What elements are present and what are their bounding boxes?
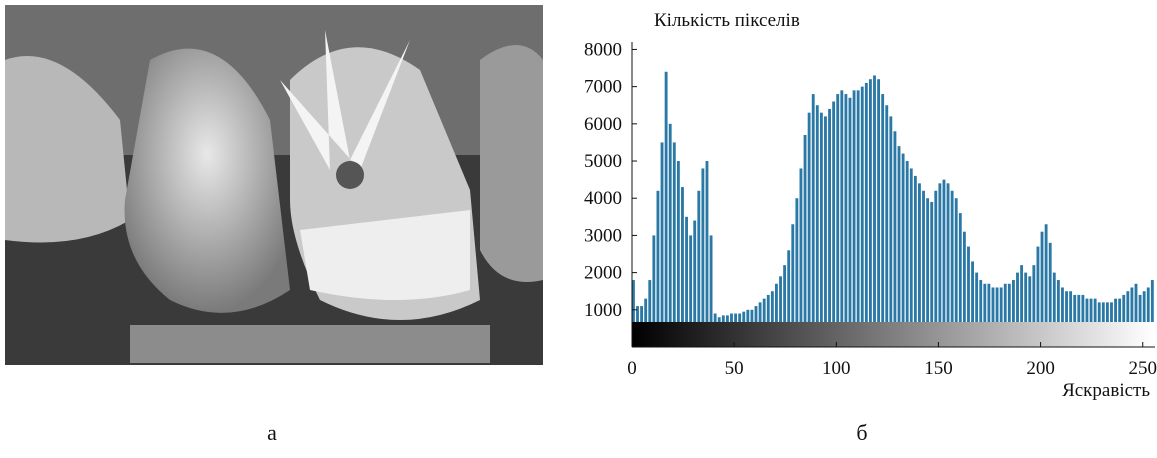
bar (804, 135, 807, 347)
y-tick-label: 8000 (584, 39, 622, 60)
bar (861, 87, 864, 347)
bar (865, 83, 868, 347)
x-tick-label: 150 (924, 358, 953, 379)
bar (849, 98, 852, 347)
y-tick-label: 5000 (584, 151, 622, 172)
y-tick-label: 4000 (584, 188, 622, 209)
bar (677, 161, 680, 347)
bar (906, 161, 909, 347)
x-tick-label: 250 (1128, 358, 1157, 379)
bar (701, 168, 704, 347)
bar (898, 146, 901, 347)
x-tick-label: 200 (1026, 358, 1055, 379)
x-axis-label: Яскравість (1062, 380, 1150, 401)
y-tick-label: 1000 (584, 300, 622, 321)
x-tick-label: 100 (822, 358, 851, 379)
panel-label: б (856, 420, 867, 445)
bar (853, 90, 856, 347)
bar (877, 79, 880, 347)
bar (836, 94, 839, 347)
bar (902, 154, 905, 347)
bar (885, 105, 888, 347)
intensity-gradient (632, 322, 1155, 347)
bar (943, 180, 946, 347)
y-tick-label: 3000 (584, 225, 622, 246)
bar (816, 105, 819, 347)
bar (706, 161, 709, 347)
bar (800, 168, 803, 347)
bar (914, 176, 917, 347)
bar (881, 94, 884, 347)
y-tick-label: 7000 (584, 77, 622, 98)
bar (812, 94, 815, 347)
figure: Кількість пікселів Яскравість а б 100020… (0, 0, 1157, 453)
bar (808, 113, 811, 347)
bar (669, 124, 672, 347)
bar (832, 102, 835, 347)
bar (873, 75, 876, 347)
bar (844, 94, 847, 347)
bar (869, 79, 872, 347)
bar (661, 142, 664, 347)
y-tick-label: 2000 (584, 263, 622, 284)
bar (673, 142, 676, 347)
x-tick-label: 50 (725, 358, 744, 379)
bar (665, 72, 668, 347)
y-tick-label: 6000 (584, 114, 622, 135)
bar (889, 116, 892, 347)
bar (894, 131, 897, 347)
bar (824, 116, 827, 347)
xray-image (5, 5, 543, 365)
x-tick-label: 0 (627, 358, 637, 379)
bar (840, 90, 843, 347)
bar (910, 168, 913, 347)
y-axis-label: Кількість пікселів (654, 10, 800, 31)
bar (828, 109, 831, 347)
panel-label: а (267, 420, 277, 445)
bar (820, 113, 823, 347)
bar (857, 90, 860, 347)
